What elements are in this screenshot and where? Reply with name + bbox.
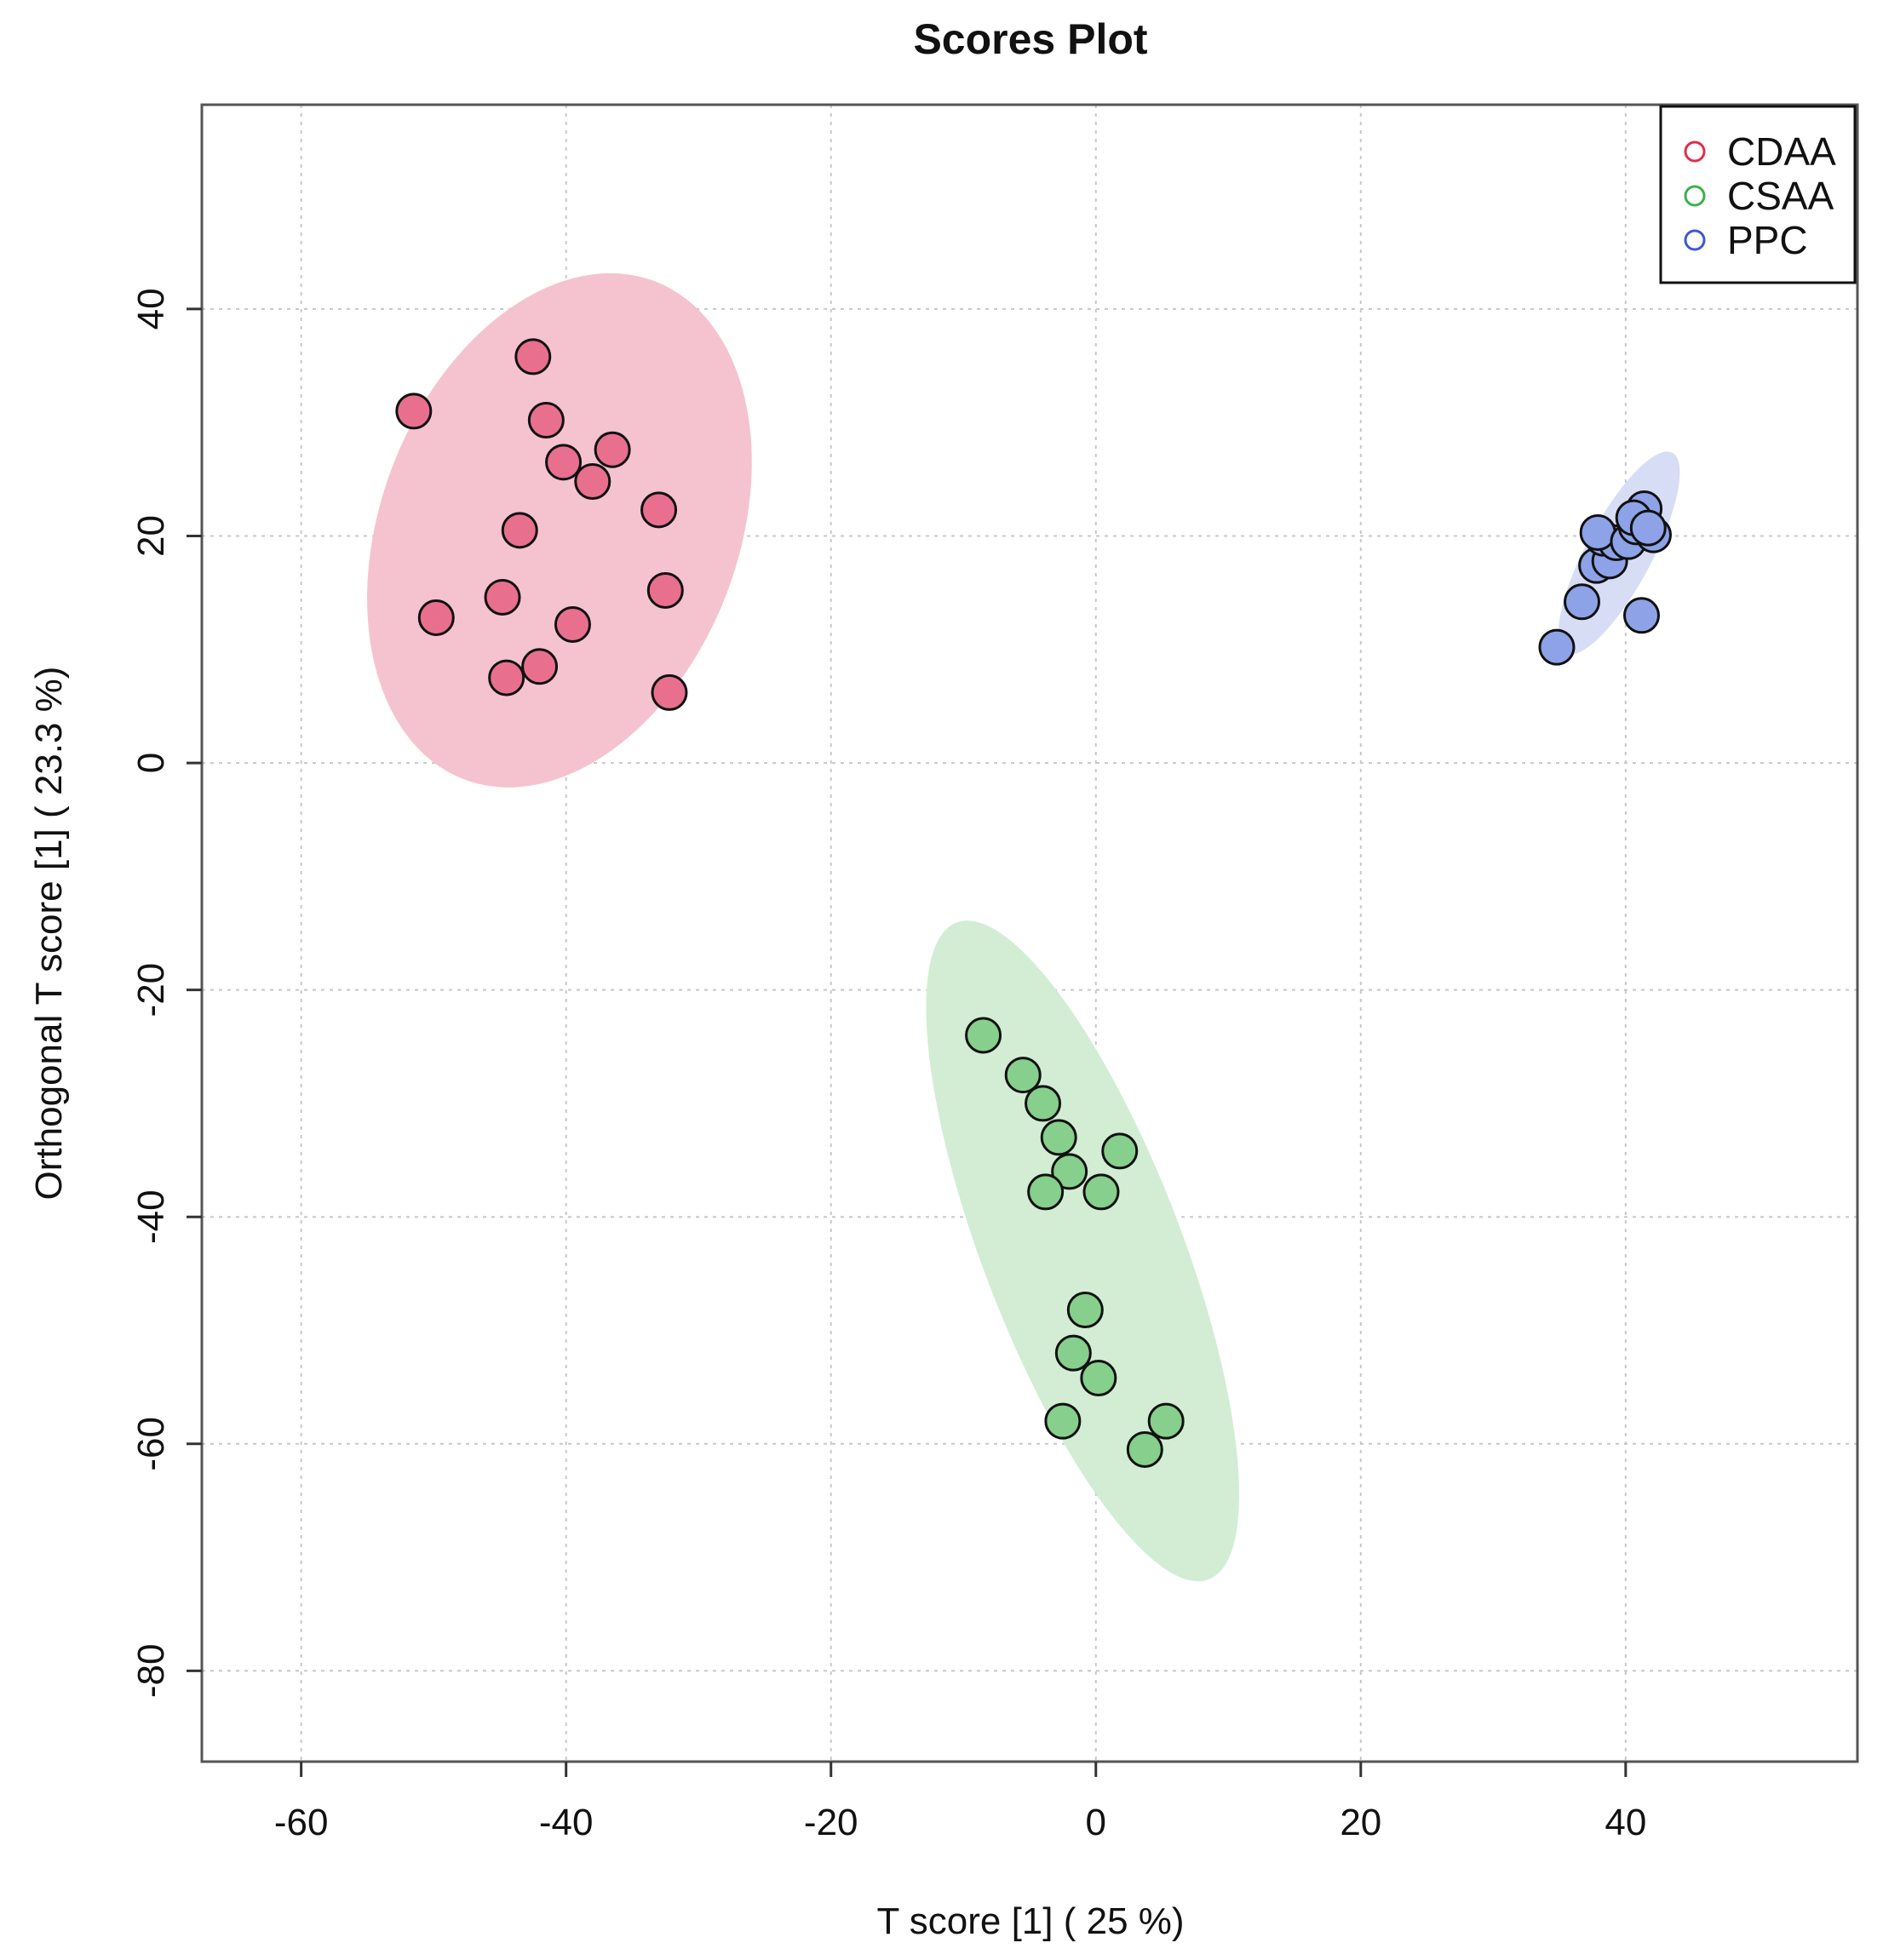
y-tick-label: -80 <box>130 1644 172 1699</box>
x-tick-label: 40 <box>1605 1802 1646 1843</box>
csaa-data-point <box>1040 1119 1077 1156</box>
cdaa-data-point <box>554 605 591 643</box>
x-tick-label: -60 <box>274 1802 329 1843</box>
x-tick-label: 20 <box>1340 1802 1381 1843</box>
y-tick-label: 40 <box>130 288 172 330</box>
ppc-data-point <box>1579 513 1616 551</box>
csaa-legend-label: CSAA <box>1727 174 1834 218</box>
y-tick-label: 20 <box>130 515 172 557</box>
cdaa-data-point <box>527 402 565 439</box>
x-tick-label: -20 <box>804 1802 858 1843</box>
cdaa-data-point <box>501 512 538 549</box>
ppc-data-point <box>1564 583 1601 621</box>
cdaa-confidence-ellipse <box>367 272 752 788</box>
cdaa-data-point <box>514 338 552 375</box>
csaa-data-point <box>1080 1359 1117 1396</box>
cdaa-data-point <box>640 491 678 529</box>
cdaa-data-point <box>484 578 521 616</box>
csaa-data-point <box>1082 1173 1120 1211</box>
y-axis-label: Orthogonal T score [1] ( 23.3 %) <box>28 667 70 1201</box>
ppc-data-point <box>1538 628 1576 666</box>
ppc-legend-label: PPC <box>1727 218 1808 262</box>
cdaa-data-point <box>574 463 611 501</box>
x-axis-ticks: -60 -40 -20 0 20 40 <box>274 1762 1646 1843</box>
cdaa-data-point <box>651 673 688 711</box>
csaa-data-point <box>1051 1153 1088 1190</box>
y-tick-label: -60 <box>130 1417 172 1471</box>
csaa-data-point <box>1004 1057 1042 1094</box>
csaa-data-point <box>1025 1085 1062 1122</box>
ppc-data-point <box>1629 509 1667 547</box>
cdaa-data-point <box>646 571 684 609</box>
cdaa-legend-label: CDAA <box>1727 129 1836 174</box>
chart-title: Scores Plot <box>913 15 1147 63</box>
cdaa-data-point <box>594 431 631 468</box>
x-tick-label: -40 <box>539 1802 594 1843</box>
cdaa-data-point <box>521 648 559 685</box>
cdaa-data-point <box>395 393 433 430</box>
y-tick-label: 0 <box>130 753 172 773</box>
csaa-data-point <box>1066 1292 1104 1329</box>
cdaa-data-point <box>417 599 455 636</box>
x-axis-label: T score [1] ( 25 %) <box>876 1900 1184 1942</box>
y-tick-label: -40 <box>130 1189 172 1244</box>
cdaa-legend-marker <box>1684 140 1706 163</box>
csaa-data-point <box>1044 1402 1082 1440</box>
ppc-data-point <box>1623 597 1661 634</box>
csaa-data-point <box>1101 1132 1139 1170</box>
x-tick-label: 0 <box>1086 1802 1106 1843</box>
cdaa-data-point <box>488 659 525 696</box>
csaa-data-point <box>1147 1402 1185 1440</box>
csaa-legend-marker <box>1684 185 1706 207</box>
cdaa-data-point <box>545 444 583 481</box>
y-tick-label: -20 <box>130 963 172 1017</box>
csaa-data-point <box>1027 1173 1065 1211</box>
csaa-data-point <box>965 1017 1002 1054</box>
csaa-data-point <box>1054 1334 1092 1372</box>
y-axis-ticks: -80 -60 -40 -20 0 20 40 <box>130 288 202 1698</box>
legend-box <box>1659 105 1857 284</box>
ppc-legend-marker <box>1684 229 1706 251</box>
csaa-data-point <box>1126 1430 1163 1468</box>
data-points <box>395 338 1672 1468</box>
plot-frame <box>200 103 1859 1763</box>
